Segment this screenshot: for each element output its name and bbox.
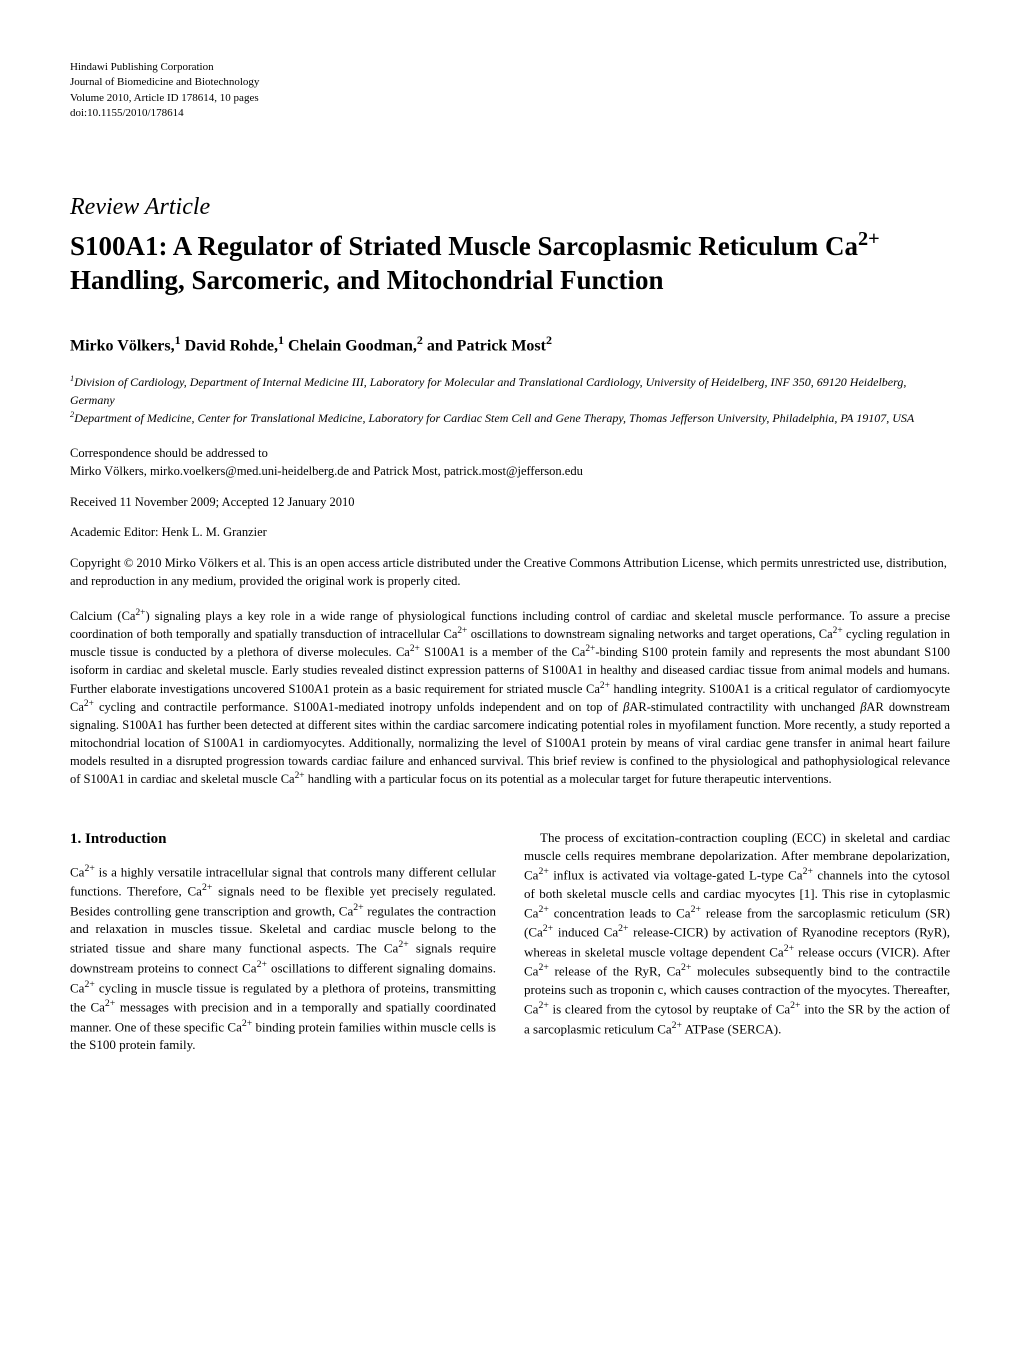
- journal: Journal of Biomedicine and Biotechnology: [70, 75, 950, 90]
- section-header-1: 1. Introduction: [70, 829, 496, 850]
- affiliation-text-2: Department of Medicine, Center for Trans…: [74, 411, 914, 425]
- affiliations: 1Division of Cardiology, Department of I…: [70, 373, 950, 427]
- intro-paragraph-2: The process of excitation-contraction co…: [524, 829, 950, 1038]
- correspondence: Correspondence should be addressed to Mi…: [70, 444, 950, 480]
- affiliation-1: 1Division of Cardiology, Department of I…: [70, 373, 950, 409]
- publisher: Hindawi Publishing Corporation: [70, 60, 950, 75]
- correspondence-line: Mirko Völkers, mirko.voelkers@med.uni-he…: [70, 462, 950, 480]
- correspondence-intro: Correspondence should be addressed to: [70, 444, 950, 462]
- body-columns: 1. Introduction Ca2+ is a highly versati…: [70, 829, 950, 1055]
- intro-paragraph-1: Ca2+ is a highly versatile intracellular…: [70, 862, 496, 1055]
- dates: Received 11 November 2009; Accepted 12 J…: [70, 494, 950, 510]
- column-left: 1. Introduction Ca2+ is a highly versati…: [70, 829, 496, 1055]
- volume-line: Volume 2010, Article ID 178614, 10 pages: [70, 91, 950, 106]
- affiliation-text-1: Division of Cardiology, Department of In…: [70, 375, 906, 406]
- column-right: The process of excitation-contraction co…: [524, 829, 950, 1055]
- article-title: S100A1: A Regulator of Striated Muscle S…: [70, 227, 950, 298]
- academic-editor: Academic Editor: Henk L. M. Granzier: [70, 524, 950, 540]
- header-info: Hindawi Publishing Corporation Journal o…: [70, 60, 950, 122]
- doi: doi:10.1155/2010/178614: [70, 106, 950, 121]
- affiliation-2: 2Department of Medicine, Center for Tran…: [70, 409, 950, 427]
- abstract: Calcium (Ca2+) signaling plays a key rol…: [70, 607, 950, 789]
- article-type: Review Article: [70, 192, 950, 223]
- copyright: Copyright © 2010 Mirko Völkers et al. Th…: [70, 554, 950, 590]
- authors: Mirko Völkers,1 David Rohde,1 Chelain Go…: [70, 333, 950, 357]
